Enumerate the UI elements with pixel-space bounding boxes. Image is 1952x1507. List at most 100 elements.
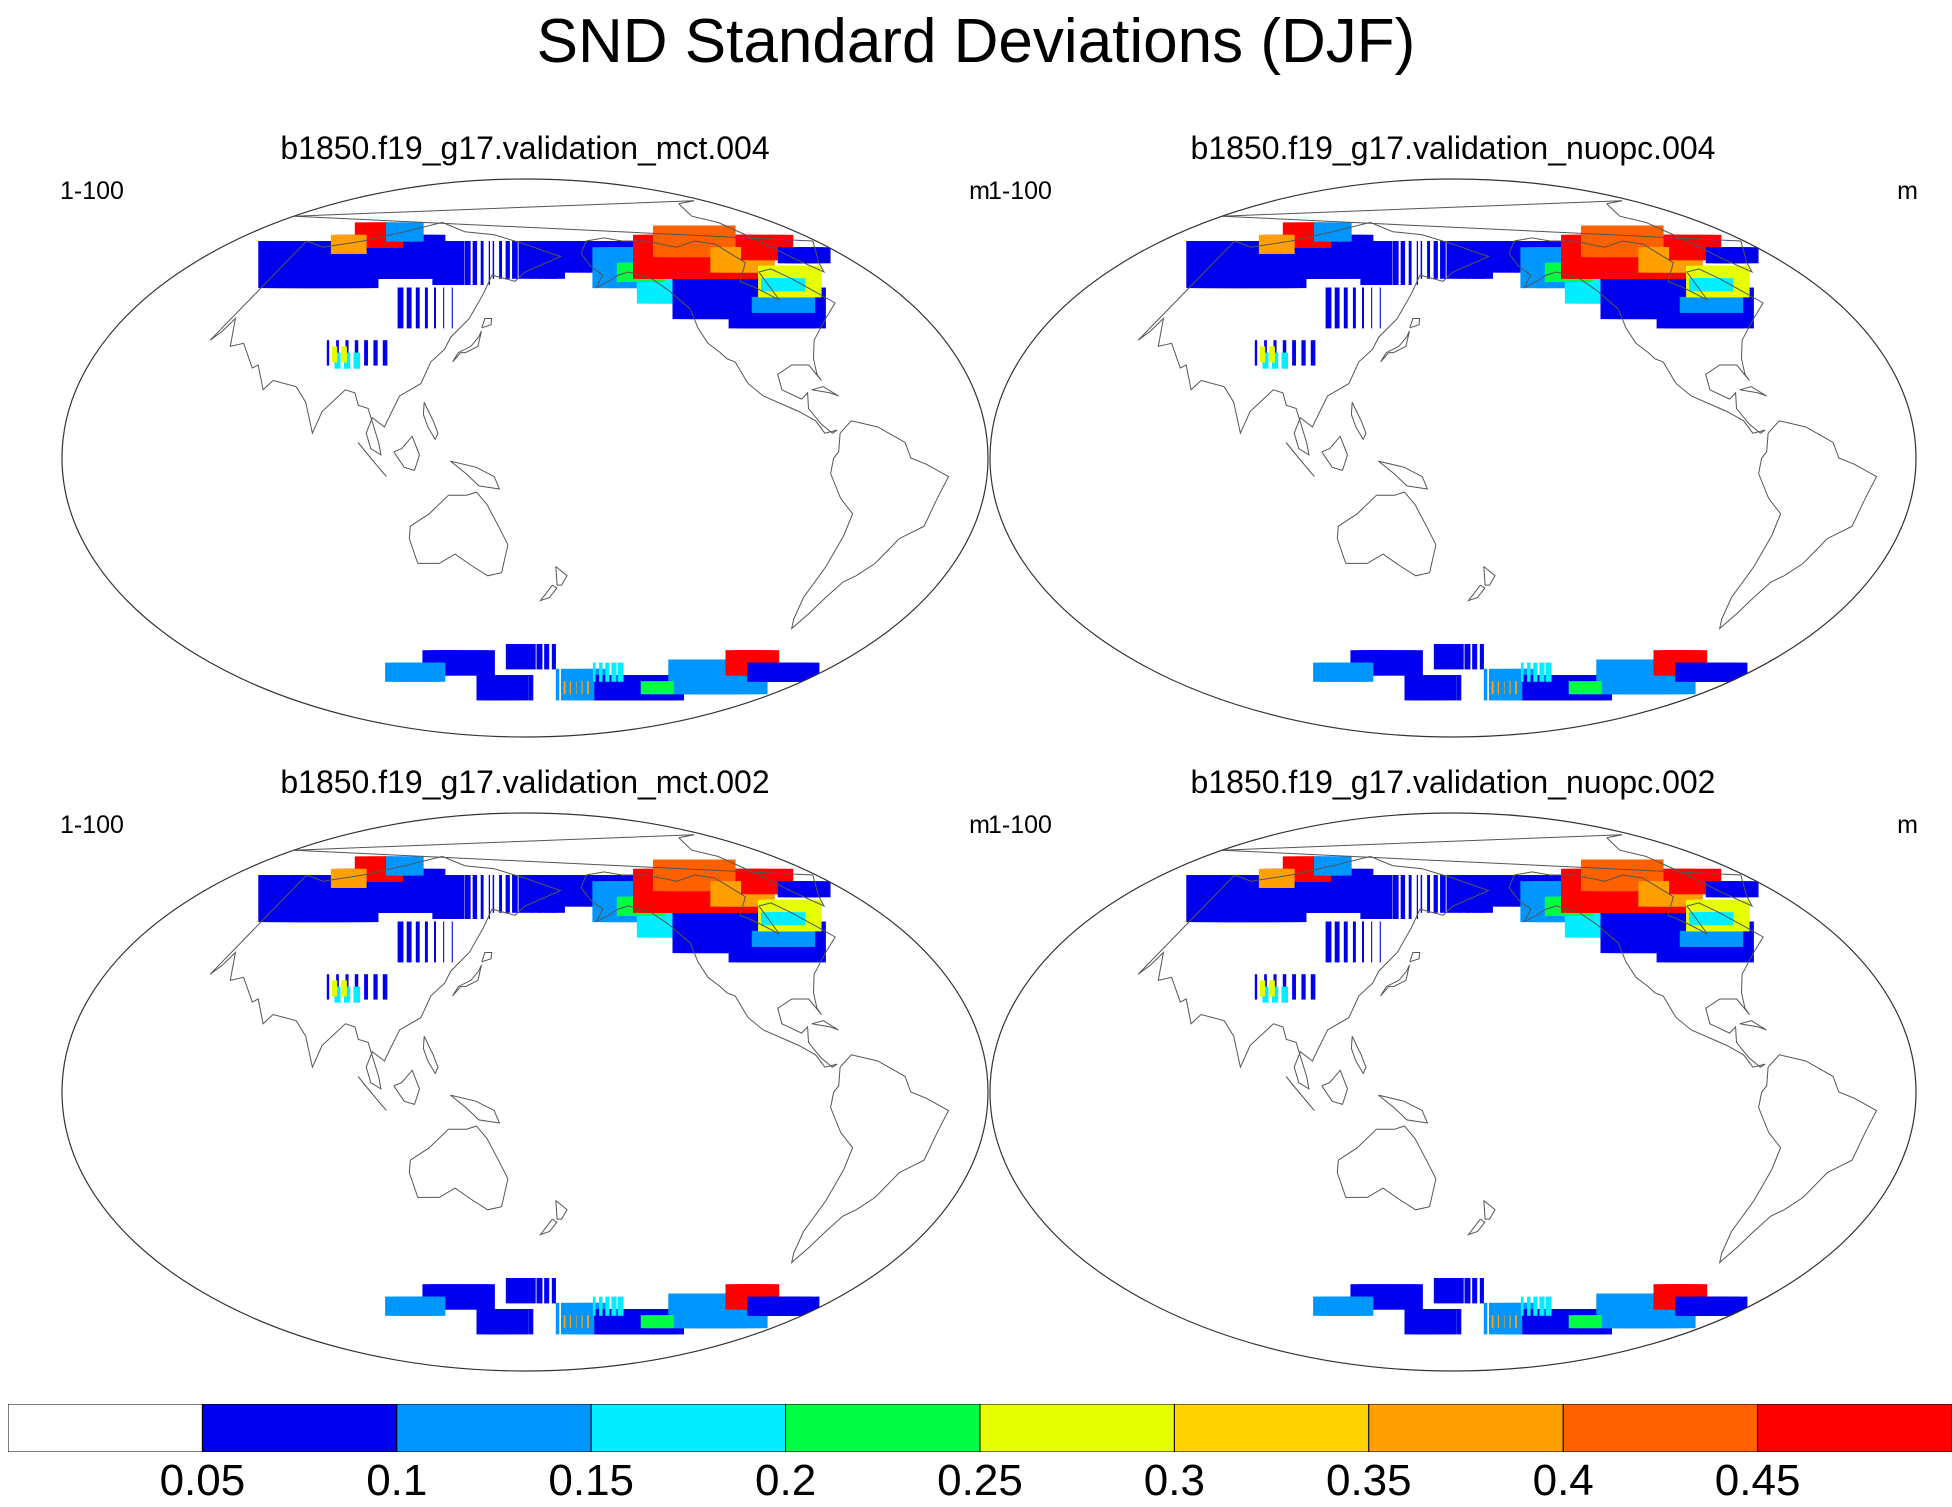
panel-left-label: 1-100	[60, 811, 124, 839]
snow-cell	[521, 675, 529, 701]
snow-cell	[515, 1309, 524, 1335]
snow-cell	[1416, 241, 1419, 285]
snow-cell	[1371, 287, 1373, 329]
snow-cell	[1520, 662, 1524, 682]
snow-cell	[1459, 875, 1470, 913]
snow-cell	[1465, 875, 1478, 913]
snow-cell	[571, 668, 580, 701]
snow-cell	[525, 241, 534, 279]
snow-cell	[1430, 1309, 1441, 1335]
coastline	[357, 1076, 387, 1111]
snow-cell	[536, 644, 543, 670]
snow-cell	[657, 1315, 668, 1329]
snow-cell	[1574, 1315, 1584, 1329]
coastline	[580, 237, 838, 434]
colorbar-box	[979, 1404, 1175, 1452]
snow-cell	[1483, 1302, 1488, 1335]
snow-cell	[555, 1302, 560, 1335]
snow-cell	[1443, 1309, 1452, 1335]
snow-cell	[513, 1278, 523, 1304]
snow-cell	[576, 668, 587, 701]
snow-cell	[1590, 1315, 1602, 1329]
snow-cell	[528, 1309, 534, 1335]
snow-cell	[784, 278, 806, 292]
snow-cell	[790, 662, 820, 682]
snow-cell	[640, 1315, 650, 1329]
snow-cell	[1362, 921, 1365, 963]
colorbar-box	[785, 1404, 981, 1452]
snow-cell	[1465, 241, 1478, 279]
snow-cell	[592, 662, 596, 682]
snow-cell	[1472, 1278, 1478, 1304]
snow-cell	[587, 1315, 589, 1329]
snow-cell	[1449, 644, 1457, 670]
snow-cell	[1456, 644, 1464, 670]
snow-cell	[1464, 1278, 1471, 1304]
coastline	[1321, 435, 1349, 472]
snow-cell	[1515, 1315, 1517, 1329]
colorbar-box	[590, 1404, 787, 1452]
coastline	[1378, 1094, 1429, 1124]
snow-cell	[1355, 1296, 1374, 1316]
snow-cell	[443, 287, 445, 329]
snow-cell	[576, 1302, 587, 1335]
snow-cell	[599, 662, 603, 682]
snow-cell	[525, 875, 534, 913]
snow-cell	[1376, 875, 1386, 919]
coastline	[790, 1054, 950, 1264]
snow-cell	[448, 241, 458, 285]
snow-cell	[464, 875, 471, 919]
snow-cell	[1539, 1296, 1545, 1316]
snow-cell	[1449, 675, 1457, 701]
snow-cell	[1384, 875, 1393, 919]
snow-cell	[1301, 340, 1306, 366]
snow-cell	[587, 681, 589, 695]
snow-cell	[1441, 644, 1451, 670]
snow-cell	[1456, 1278, 1464, 1304]
snow-cell	[1352, 287, 1356, 329]
snow-cell	[1343, 921, 1348, 963]
snow-cell	[397, 287, 404, 329]
world-map	[61, 812, 989, 1372]
snow-cell	[1443, 675, 1452, 701]
panel-left-label: 1-100	[988, 811, 1052, 839]
coastline	[1137, 855, 1491, 1090]
coastline	[1285, 442, 1315, 477]
colorbar-tick-label: 0.15	[548, 1456, 635, 1505]
snow-cell	[512, 241, 518, 279]
snow-cell	[1292, 340, 1296, 366]
snow-cell	[1279, 868, 1295, 888]
snow-cell	[1545, 1296, 1552, 1316]
snow-cell	[495, 1309, 508, 1335]
snow-cell	[492, 875, 495, 913]
coastline	[811, 1020, 839, 1031]
snow-cell	[518, 875, 526, 913]
snow-cell	[1545, 662, 1552, 682]
snow-cell	[651, 681, 662, 695]
coastline	[209, 855, 563, 1090]
snow-cell	[1446, 241, 1454, 279]
snow-cell	[424, 921, 428, 963]
snow-cell	[341, 346, 347, 363]
snow-cell	[1433, 241, 1438, 279]
snow-cell	[617, 1296, 624, 1316]
snow-cell	[1456, 675, 1462, 701]
snow-cell	[599, 1296, 603, 1316]
snow-cell	[364, 340, 368, 366]
snow-cell	[797, 881, 831, 898]
coastline	[1508, 871, 1766, 1068]
snow-cell	[1449, 1278, 1457, 1304]
snow-cell	[443, 921, 445, 963]
snow-cell	[499, 875, 502, 913]
snow-cell	[1568, 681, 1578, 695]
snow-cell	[434, 287, 437, 329]
snow-cell	[382, 340, 388, 366]
snow-cell	[1488, 1302, 1495, 1335]
snow-cell	[1527, 662, 1531, 682]
coastline	[408, 1125, 509, 1211]
coastline	[555, 1200, 568, 1220]
snow-cell	[555, 668, 560, 701]
coastline	[1321, 1069, 1349, 1106]
snow-cell	[1440, 241, 1446, 279]
snow-cell	[657, 681, 668, 695]
